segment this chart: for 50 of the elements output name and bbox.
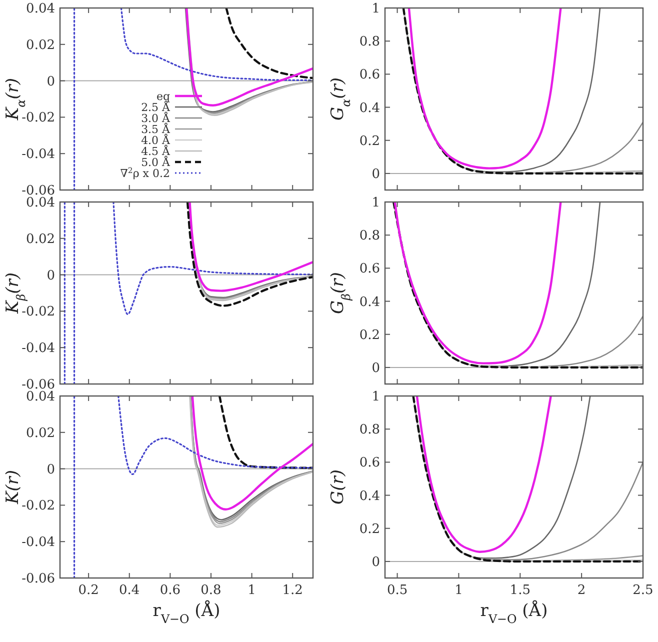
y-tick-label: 0.2: [359, 328, 380, 343]
y-tick-label: 0: [46, 462, 55, 478]
y-tick-label: 1: [372, 2, 380, 16]
x-tick-label: 0.5: [386, 583, 408, 598]
y-tick-label: 0.2: [359, 134, 380, 149]
y-tick-label: 0: [46, 268, 55, 284]
y-tick-label: 0.02: [26, 426, 55, 441]
y-tick-label: 0: [46, 74, 55, 90]
y-tick-label: 0.8: [359, 34, 380, 50]
x-tick-label: 1: [248, 583, 256, 598]
y-tick-label: 0.8: [359, 422, 380, 438]
y-tick-label: 0.4: [359, 100, 380, 116]
y-tick-label: 0: [372, 360, 380, 376]
y-tick-label: 0: [372, 554, 380, 570]
y-tick-label: -0.02: [22, 498, 55, 514]
y-tick-label: 0.04: [26, 2, 55, 16]
y-tick-label: 0.02: [26, 232, 55, 247]
y-tick-label: 1: [372, 196, 380, 210]
y-tick-label: -0.06: [22, 572, 55, 586]
y-axis-title: K(r): [3, 470, 23, 506]
y-axis-title: G(r): [328, 470, 348, 504]
x-tick-label: 0.6: [160, 583, 181, 598]
y-tick-label: 1: [372, 390, 380, 404]
y-tick-label: 0.2: [359, 522, 380, 537]
x-tick-label: 1.2: [282, 583, 303, 598]
y-tick-label: 0.8: [359, 228, 380, 244]
y-tick-label: 0.4: [359, 488, 380, 504]
y-tick-label: 0.04: [26, 390, 55, 404]
y-tick-label: 0.6: [359, 456, 380, 471]
x-tick-label: 1.5: [510, 583, 530, 598]
x-tick-label: 1: [454, 583, 463, 598]
x-tick-label: 2.5: [632, 583, 654, 598]
y-tick-label: 0.02: [26, 38, 55, 53]
y-tick-label: -0.04: [22, 147, 55, 162]
x-tick-label: 2: [577, 583, 586, 598]
y-tick-label: 0.6: [359, 68, 380, 83]
y-tick-label: 0.4: [359, 294, 380, 310]
x-tick-label: 0.2: [78, 583, 99, 598]
legend-label: eq: [156, 90, 170, 103]
x-axis-title: r$_{V−O}$ (Å): [152, 600, 220, 626]
x-axis-title: r$_{V−O}$ (Å): [480, 600, 548, 626]
y-tick-label: -0.02: [22, 110, 55, 126]
y-tick-label: -0.04: [22, 535, 55, 550]
y-tick-label: -0.04: [22, 341, 55, 356]
x-tick-label: 0.4: [119, 583, 140, 598]
y-tick-label: 0.04: [26, 196, 55, 210]
y-tick-label: 0.6: [359, 262, 380, 277]
x-tick-label: 0.8: [200, 583, 222, 598]
y-tick-label: -0.02: [22, 304, 55, 320]
y-tick-label: 0: [372, 166, 380, 182]
